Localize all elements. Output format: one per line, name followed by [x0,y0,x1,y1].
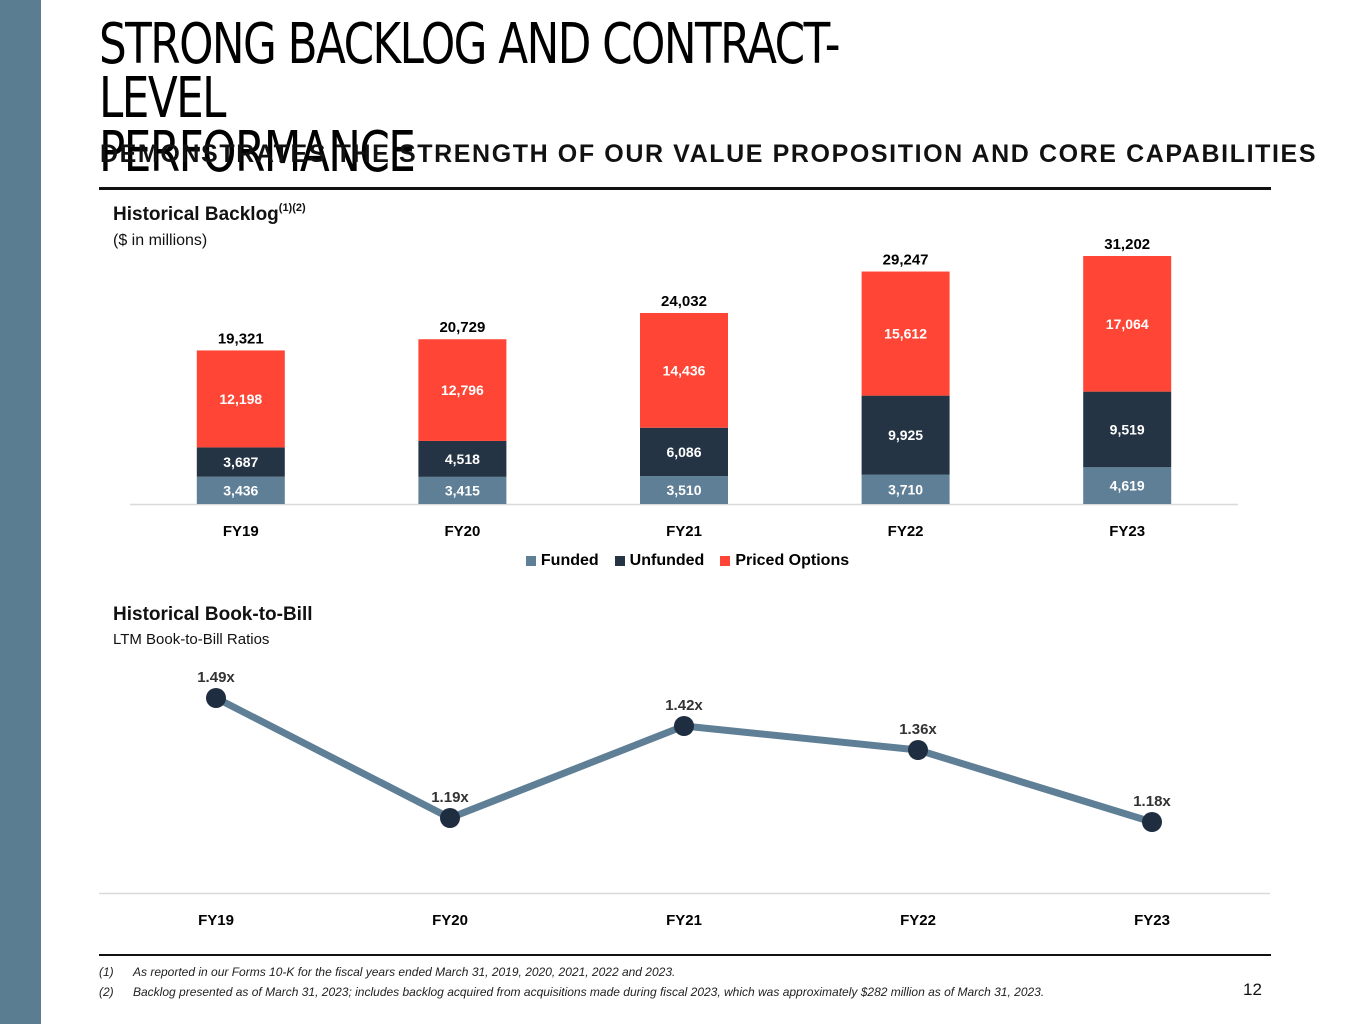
book-to-bill-subtitle: LTM Book-to-Bill Ratios [113,631,270,648]
bar-x-tick-label: FY21 [666,523,702,540]
legend-label: Funded [540,552,599,569]
bar-segment-label: 3,687 [223,454,258,470]
bar-segment-funded [418,476,507,504]
bar-segment-funded [196,476,285,504]
legend-swatch-priced-options [720,556,731,566]
footnote-1: (1) As reported in our Forms 10-K for the… [99,962,1044,982]
bar-x-tick-label: FY23 [1109,523,1145,540]
bar-segment-label: 17,064 [1106,316,1149,332]
book-to-bill-title: Historical Book-to-Bill [113,604,313,625]
bar-segment-label: 14,436 [663,362,706,378]
footnote-number: (1) [99,965,114,979]
footnote-number: (2) [99,985,114,999]
bar-segment-label: 9,925 [888,427,923,443]
page-title: STRONG BACKLOG AND CONTRACT-LEVEL PERFOR… [99,12,840,185]
bar-total-label: 20,729 [439,319,485,336]
backlog-title: Historical Backlog(1)(2) [113,202,306,226]
bar-segment-label: 9,519 [1110,421,1145,437]
bar-segment-priced-options [196,350,285,448]
legend-label: Priced Options [735,552,850,569]
legend-item-priced-options: Priced Options [720,552,849,570]
backlog-footnote-ref: (1)(2) [278,202,306,214]
bar-segment-unfunded [861,395,950,475]
bar-segment-funded [1083,467,1172,504]
page-number: 12 [1243,980,1262,999]
footnote-text: Backlog presented as of March 31, 2023; … [133,985,1045,999]
bar-segment-label: 15,612 [884,326,927,342]
bar-total-label: 19,321 [218,330,264,347]
bar-segment-priced-options [640,312,728,428]
bar-x-tick-label: FY19 [223,523,259,540]
backlog-units: ($ in millions) [113,232,208,249]
bar-total-label: 24,032 [661,293,707,310]
bar-segment-funded [640,476,728,504]
bar-segment-label: 12,796 [441,382,484,398]
footnotes: (1) As reported in our Forms 10-K for the… [99,962,1044,1002]
bar-segment-unfunded [640,427,728,477]
bar-segment-label: 3,510 [666,482,701,498]
bar-total-label: 29,247 [883,252,929,269]
bar-segment-funded [861,474,950,504]
bar-segment-label: 3,415 [445,482,480,498]
footer-divider [99,954,1271,956]
bar-segment-unfunded [418,440,507,477]
bar-segment-priced-options [1083,256,1172,392]
header-divider [99,187,1271,190]
bar-segment-unfunded [196,447,285,477]
legend-label: Unfunded [629,552,705,569]
legend-swatch-unfunded [614,556,625,566]
bar-segment-unfunded [1083,391,1172,468]
bar-total-label: 31,202 [1104,236,1150,253]
footnote-text: As reported in our Forms 10-K for the fi… [133,965,676,979]
bar-segment-label: 12,198 [219,391,262,407]
page-subtitle: DEMONSTRATES THE STRENGTH OF OUR VALUE P… [100,140,1318,168]
footnote-2: (2) Backlog presented as of March 31, 202… [99,982,1044,1002]
bar-x-tick-label: FY22 [888,523,924,540]
bar-segment-label: 4,619 [1110,478,1145,494]
bar-segment-label: 6,086 [666,444,701,460]
bar-segment-label: 3,710 [888,481,923,497]
legend-swatch-funded [525,556,536,566]
sidebar-accent [0,0,41,1024]
legend-item-funded: Funded [525,552,599,570]
backlog-legend: Funded Unfunded Priced Options [0,552,1365,570]
bar-segment-priced-options [861,271,950,396]
bar-x-tick-label: FY20 [444,523,480,540]
bar-segment-priced-options [418,339,507,441]
bar-segment-label: 3,436 [223,482,258,498]
legend-item-unfunded: Unfunded [614,552,705,570]
backlog-title-text: Historical Backlog [113,204,279,225]
bar-segment-label: 4,518 [445,451,480,467]
